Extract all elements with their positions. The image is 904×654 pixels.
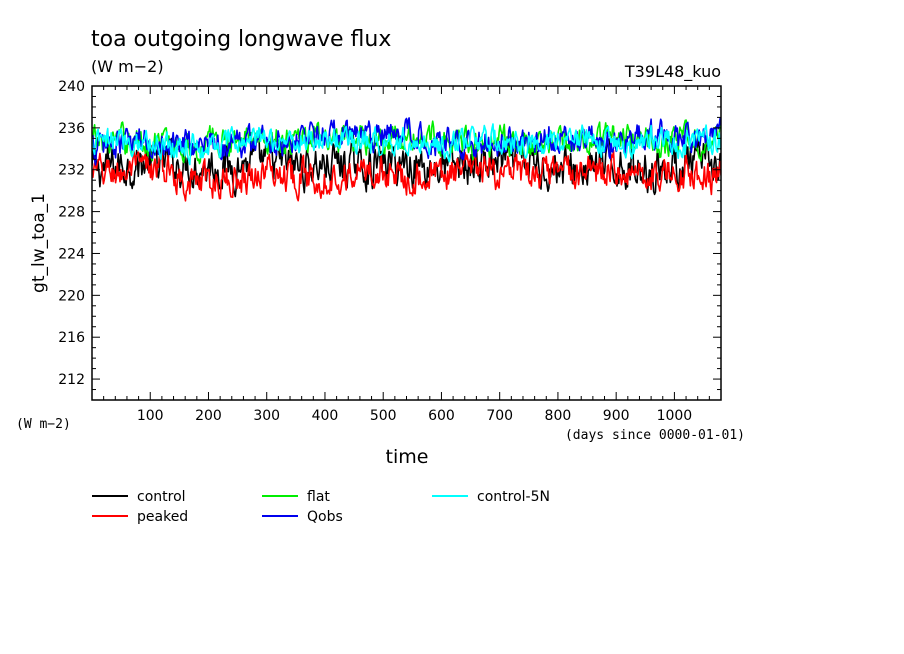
run-label: T39L48_kuo bbox=[624, 62, 721, 82]
x-tick-label: 1000 bbox=[657, 408, 693, 424]
y-tick-label: 216 bbox=[58, 330, 85, 346]
x-tick-label: 400 bbox=[312, 408, 339, 424]
y-axis-units: (W m−2) bbox=[16, 417, 71, 432]
x-tick-label: 900 bbox=[603, 408, 630, 424]
axis-ticks: 100 200 300 400 500 600 700 800 900 1000 212 216 220… bbox=[58, 79, 722, 424]
chart-units: (W m−2) bbox=[91, 57, 164, 76]
x-axis-units: (days since 0000-01-01) bbox=[565, 428, 745, 443]
x-tick-label: 100 bbox=[137, 408, 164, 424]
series-line-control-5n bbox=[92, 123, 721, 166]
y-tick-label: 228 bbox=[58, 205, 85, 221]
y-tick-label: 224 bbox=[58, 246, 85, 262]
y-axis-label: gt_lw_toa_1 bbox=[29, 193, 49, 293]
legend-label-flat: flat bbox=[307, 489, 330, 505]
legend: control flat control-5N peaked Qobs bbox=[92, 489, 550, 525]
series-line-qobs bbox=[92, 117, 721, 166]
x-tick-label: 300 bbox=[253, 408, 280, 424]
legend-label-control-5n: control-5N bbox=[477, 489, 550, 505]
series-line-peaked bbox=[92, 149, 721, 202]
x-axis-label: time bbox=[386, 446, 429, 468]
legend-label-qobs: Qobs bbox=[307, 509, 343, 525]
x-tick-label: 600 bbox=[428, 408, 455, 424]
x-tick-label: 500 bbox=[370, 408, 397, 424]
legend-label-control: control bbox=[137, 489, 186, 505]
y-tick-label: 236 bbox=[58, 121, 85, 137]
x-tick-label: 700 bbox=[486, 408, 513, 424]
y-tick-label: 232 bbox=[58, 163, 85, 179]
x-tick-label: 800 bbox=[545, 408, 572, 424]
y-tick-label: 212 bbox=[58, 372, 85, 388]
x-tick-label: 200 bbox=[195, 408, 222, 424]
legend-label-peaked: peaked bbox=[137, 509, 188, 525]
chart-title: toa outgoing longwave flux bbox=[91, 27, 391, 52]
y-tick-label: 220 bbox=[58, 288, 85, 304]
y-tick-label: 240 bbox=[58, 79, 85, 95]
series-layer bbox=[92, 117, 721, 202]
